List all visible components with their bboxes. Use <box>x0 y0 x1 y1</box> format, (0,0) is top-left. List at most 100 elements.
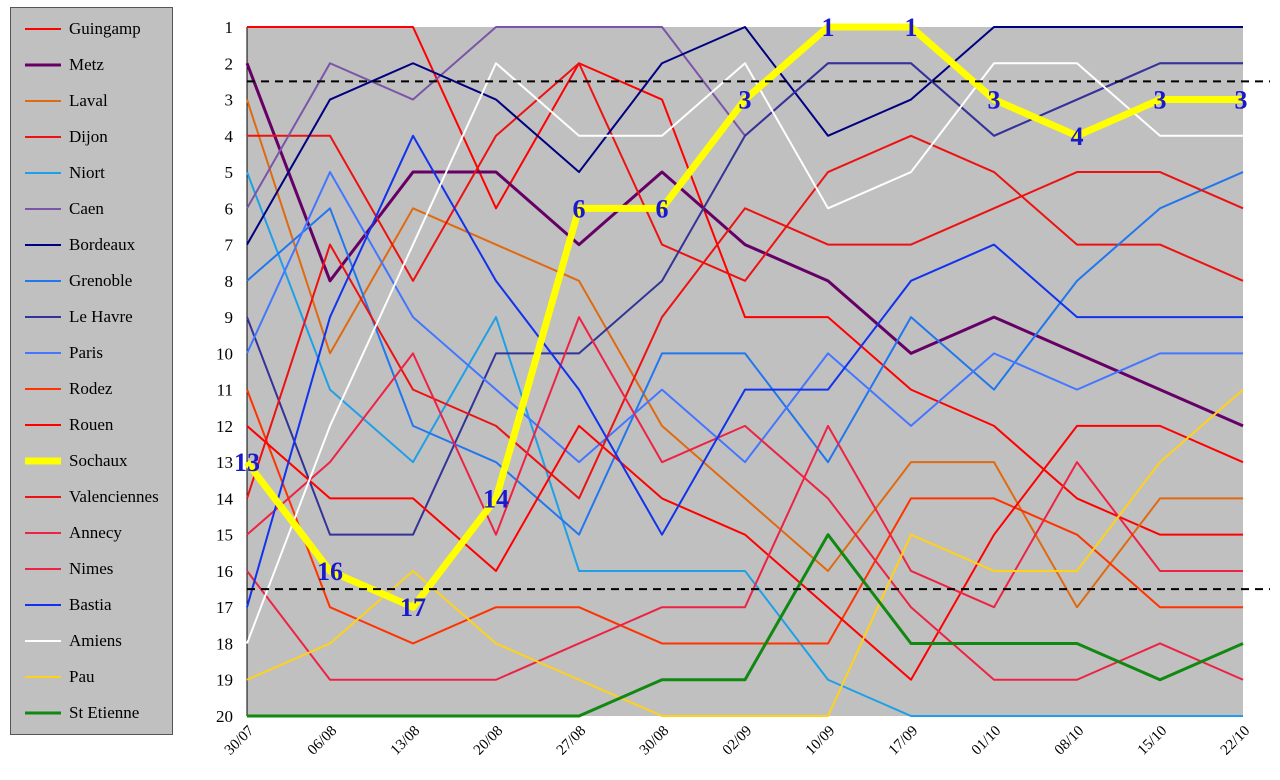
y-tick-label: 2 <box>225 54 234 73</box>
legend-label: Paris <box>69 343 103 362</box>
legend-label: Le Havre <box>69 307 133 326</box>
legend-swatch <box>25 568 61 570</box>
legend-label: St Etienne <box>69 703 140 722</box>
series-line-rodez <box>246 389 1243 645</box>
legend-item-caen: Caen <box>17 194 172 224</box>
legend-item-rouen: Rouen <box>17 410 172 440</box>
legend-swatch <box>25 424 61 426</box>
data-label: 14 <box>483 484 509 513</box>
x-tick-label: 13/08 <box>388 723 423 758</box>
legend-item-dijon: Dijon <box>17 122 172 152</box>
y-tick-label: 5 <box>225 163 234 182</box>
series-line-grenoble <box>246 171 1244 536</box>
plot-area <box>247 27 1243 716</box>
y-tick-label: 7 <box>225 236 234 255</box>
x-tick-label: 08/10 <box>1052 723 1087 758</box>
y-tick-label: 3 <box>225 91 234 110</box>
x-tick-label: 17/09 <box>886 723 921 758</box>
y-tick-label: 19 <box>216 671 233 690</box>
legend-label: Amiens <box>69 631 122 650</box>
y-tick-label: 13 <box>216 453 233 472</box>
legend-swatch <box>25 640 61 642</box>
y-tick-label: 16 <box>216 562 233 581</box>
x-tick-label: 10/09 <box>803 723 838 758</box>
legend-label: Laval <box>69 91 108 110</box>
data-label: 13 <box>234 448 260 477</box>
legend-item-grenoble: Grenoble <box>17 266 172 296</box>
x-tick-label: 20/08 <box>471 723 506 758</box>
legend-label: Dijon <box>69 127 108 146</box>
y-tick-label: 18 <box>216 634 233 653</box>
legend-swatch <box>25 316 61 318</box>
legend-item-laval: Laval <box>17 86 172 116</box>
legend-swatch <box>25 208 61 210</box>
legend-swatch <box>25 532 61 534</box>
legend-item-rodez: Rodez <box>17 374 172 404</box>
legend-swatch <box>25 280 61 282</box>
legend-swatch <box>25 172 61 174</box>
series-line-guingamp <box>247 26 1243 536</box>
series-line-dijon <box>247 62 1244 282</box>
legend-label: Guingamp <box>69 19 141 38</box>
legend-label: Pau <box>69 667 95 686</box>
y-tick-label: 12 <box>216 417 233 436</box>
y-tick-label: 10 <box>216 344 233 363</box>
legend-item-valenciennes: Valenciennes <box>17 482 172 512</box>
y-tick-label: 11 <box>217 381 233 400</box>
data-label: 6 <box>573 194 586 223</box>
legend-item-st-etienne: St Etienne <box>17 698 172 728</box>
legend-label: Nimes <box>69 559 114 578</box>
series-line-laval <box>246 99 1243 609</box>
data-label: 16 <box>317 557 343 586</box>
series-line-st-etienne <box>247 533 1244 718</box>
legend-swatch <box>25 63 61 67</box>
legend-item-guingamp: Guingamp <box>17 14 172 44</box>
legend-item-annecy: Annecy <box>17 518 172 548</box>
legend-swatch <box>25 244 61 246</box>
x-tick-label: 22/10 <box>1218 723 1253 758</box>
legend-item-amiens: Amiens <box>17 626 172 656</box>
legend-label: Sochaux <box>69 451 128 470</box>
x-tick-label: 30/08 <box>637 723 672 758</box>
x-tick-label: 06/08 <box>305 723 340 758</box>
x-tick-label: 15/10 <box>1135 723 1170 758</box>
series-line-bastia <box>246 134 1243 608</box>
y-tick-label: 1 <box>225 18 234 37</box>
legend-label: Bastia <box>69 595 112 614</box>
y-tick-label: 8 <box>225 272 234 291</box>
series-line-pau <box>246 388 1244 717</box>
legend-swatch <box>25 352 61 354</box>
series-line-annecy <box>246 316 1244 681</box>
x-tick-label: 02/09 <box>720 723 755 758</box>
x-tick-label: 30/07 <box>222 723 258 759</box>
chart-legend: Guingamp Metz Laval Dijon Niort Caen Bordeaux G… <box>10 7 173 735</box>
legend-swatch <box>25 28 61 30</box>
data-label: 1 <box>822 13 835 42</box>
legend-swatch <box>25 136 61 138</box>
x-tick-label: 27/08 <box>554 723 589 758</box>
legend-item-nimes: Nimes <box>17 554 172 584</box>
series-line-rouen <box>246 424 1244 681</box>
y-tick-label: 17 <box>216 598 234 617</box>
series-line-nimes <box>246 424 1243 681</box>
legend-swatch <box>25 100 61 102</box>
legend-item-sochaux: Sochaux <box>17 446 172 476</box>
legend-swatch <box>25 676 61 678</box>
legend-item-bordeaux: Bordeaux <box>17 230 172 260</box>
y-tick-label: 4 <box>225 127 234 146</box>
series-line-paris <box>246 171 1243 464</box>
legend-item-metz: Metz <box>17 50 172 80</box>
x-tick-label: 01/10 <box>969 723 1004 758</box>
legend-item-niort: Niort <box>17 158 172 188</box>
data-label: 3 <box>1235 86 1248 115</box>
data-label: 3 <box>988 86 1001 115</box>
y-tick-label: 14 <box>216 489 234 508</box>
legend-swatch <box>25 496 61 498</box>
legend-item-pau: Pau <box>17 662 172 692</box>
y-tick-label: 15 <box>216 526 233 545</box>
legend-item-paris: Paris <box>17 338 172 368</box>
legend-item-le-havre: Le Havre <box>17 302 172 332</box>
legend-label: Bordeaux <box>69 235 136 254</box>
series-line-valenciennes <box>246 171 1244 500</box>
